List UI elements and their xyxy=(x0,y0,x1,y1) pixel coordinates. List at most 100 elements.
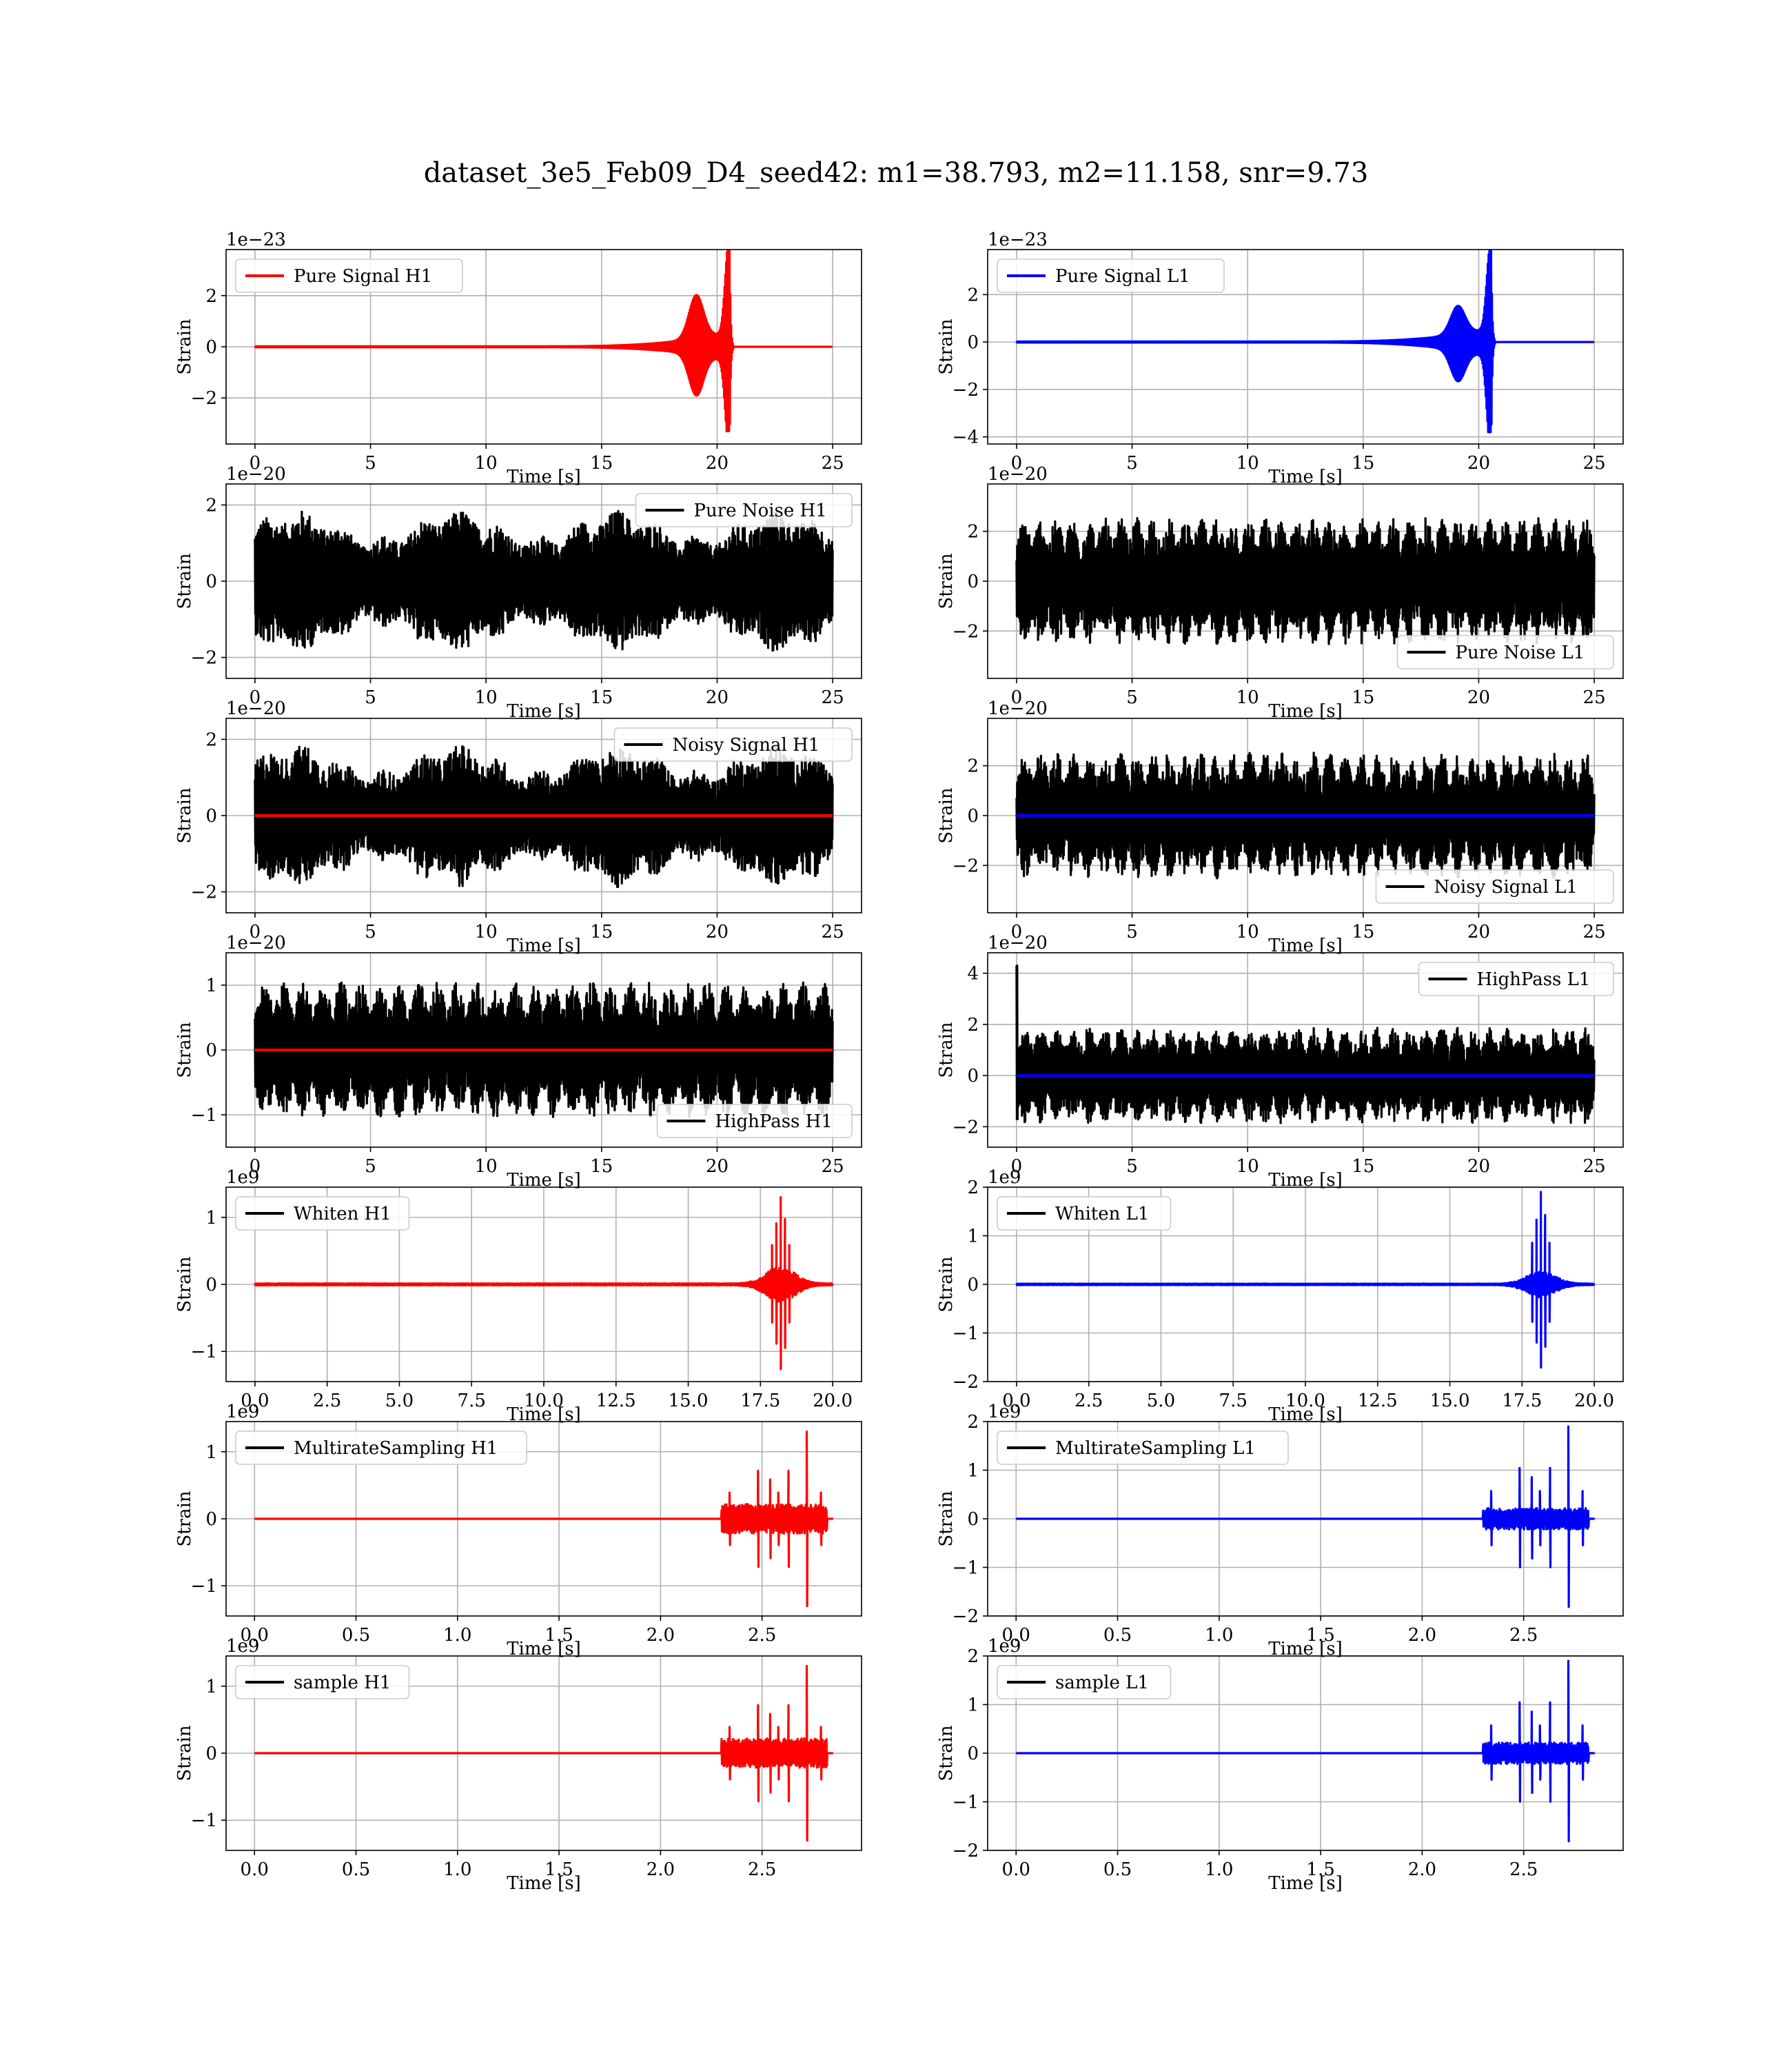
series-line-0 xyxy=(254,981,834,1118)
x-tick-label: 0 xyxy=(250,922,261,942)
series-line-0 xyxy=(1015,517,1596,645)
y-tick-label: 0 xyxy=(205,572,217,592)
x-axis-label: Time [s] xyxy=(1268,1873,1343,1894)
x-tick-label: 5 xyxy=(365,687,376,708)
x-tick-label: 20 xyxy=(1467,922,1490,942)
y-tick-label: 0 xyxy=(967,1744,979,1764)
x-tick-label: 20 xyxy=(1467,453,1490,474)
offset-label: 1e9 xyxy=(988,1402,1021,1422)
x-tick-label: 5 xyxy=(1126,453,1138,474)
x-tick-label: 10.0 xyxy=(1285,1391,1325,1411)
x-tick-label: 0.0 xyxy=(241,1391,269,1411)
legend-label: Noisy Signal H1 xyxy=(673,735,820,756)
legend: Whiten L1 xyxy=(997,1196,1172,1231)
x-tick-label: 5 xyxy=(365,453,376,474)
legend-box xyxy=(1418,962,1614,996)
legend: sample L1 xyxy=(997,1665,1172,1699)
legend-label: Pure Signal L1 xyxy=(1055,266,1190,287)
y-tick-label: 0 xyxy=(967,1509,979,1530)
legend-label: Pure Signal H1 xyxy=(294,266,432,287)
offset-label: 1e9 xyxy=(226,1167,259,1188)
y-axis-label: Strain xyxy=(936,319,957,375)
legend: Noisy Signal H1 xyxy=(613,727,853,762)
y-tick-label: 0 xyxy=(967,1066,979,1087)
series-line-0 xyxy=(1015,1659,1596,1843)
legend: Pure Noise H1 xyxy=(635,493,853,527)
legend: Pure Noise L1 xyxy=(1396,635,1614,669)
subplot-whiten-h1: 0.0 2.5 5.0 7.5 10.0 12.5 15.0 17.5 20.0−101Time… xyxy=(174,1167,862,1425)
x-tick-label: 15.0 xyxy=(1430,1391,1470,1411)
offset-label: 1e9 xyxy=(988,1636,1021,1657)
y-axis-label: Strain xyxy=(936,1491,957,1547)
x-tick-label: 0 xyxy=(1011,453,1023,474)
y-tick-label: −2 xyxy=(191,388,217,409)
x-tick-label: 1.0 xyxy=(1205,1859,1233,1880)
x-tick-label: 2.5 xyxy=(748,1859,776,1880)
y-tick-label: −2 xyxy=(191,882,217,903)
y-tick-label: −2 xyxy=(953,1841,979,1861)
y-tick-label: 0 xyxy=(205,1275,217,1295)
x-tick-label: 1.5 xyxy=(1306,1625,1334,1646)
x-tick-label: 1.5 xyxy=(544,1859,573,1880)
legend-box xyxy=(997,1665,1172,1699)
axes-frame xyxy=(987,952,1624,1148)
y-axis-label: Strain xyxy=(936,1256,957,1313)
series-line-0 xyxy=(254,745,834,889)
y-axis-label: Strain xyxy=(174,1022,195,1078)
legend: sample H1 xyxy=(235,1665,410,1699)
offset-label: 1e−20 xyxy=(988,698,1048,719)
x-tick-label: 15 xyxy=(1352,453,1374,474)
offset-label: 1e−20 xyxy=(226,933,286,953)
x-tick-label: 1.0 xyxy=(1205,1625,1233,1646)
y-tick-label: 2 xyxy=(967,1412,979,1433)
legend-box xyxy=(1375,869,1614,904)
y-tick-label: 0 xyxy=(205,1040,217,1061)
y-axis-label: Strain xyxy=(936,553,957,609)
series-line-0 xyxy=(1015,1425,1596,1608)
x-tick-label: 2.5 xyxy=(1075,1391,1103,1411)
x-tick-label: 2.5 xyxy=(1509,1625,1538,1646)
x-tick-label: 10 xyxy=(1236,1156,1259,1177)
x-tick-label: 0 xyxy=(1011,1156,1023,1177)
x-tick-label: 5 xyxy=(365,922,376,942)
x-tick-label: 2.5 xyxy=(748,1625,776,1646)
y-tick-label: −2 xyxy=(953,1117,979,1138)
x-tick-label: 7.5 xyxy=(1219,1391,1248,1411)
x-tick-label: 25 xyxy=(1583,453,1606,474)
y-axis-label: Strain xyxy=(174,1256,195,1313)
legend-box xyxy=(997,1196,1172,1231)
legend-label: Pure Noise L1 xyxy=(1456,643,1585,663)
legend-label: HighPass H1 xyxy=(715,1111,833,1132)
x-tick-label: 17.5 xyxy=(1502,1391,1542,1411)
x-tick-label: 0 xyxy=(250,453,261,474)
legend: MultirateSampling H1 xyxy=(235,1431,527,1465)
x-tick-label: 0.5 xyxy=(1103,1625,1132,1646)
y-tick-label: 1 xyxy=(967,1695,979,1716)
x-tick-label: 2.5 xyxy=(1509,1859,1538,1880)
x-tick-label: 20 xyxy=(706,1156,729,1177)
offset-label: 1e9 xyxy=(226,1636,259,1657)
x-tick-label: 0 xyxy=(1011,687,1023,708)
y-axis-label: Strain xyxy=(174,1725,195,1781)
y-tick-label: −1 xyxy=(191,1810,217,1831)
x-tick-label: 10 xyxy=(475,687,498,708)
x-tick-label: 2.0 xyxy=(646,1625,675,1646)
series-line-0 xyxy=(254,1431,834,1608)
x-tick-label: 25 xyxy=(822,922,844,942)
legend-box xyxy=(997,259,1225,293)
legend-box xyxy=(997,1431,1289,1465)
y-tick-label: −1 xyxy=(953,1558,979,1579)
y-tick-label: 0 xyxy=(967,332,979,353)
series-line-0 xyxy=(254,250,834,432)
x-tick-label: 0.5 xyxy=(342,1859,370,1880)
y-tick-label: 0 xyxy=(967,1275,979,1295)
y-tick-label: 0 xyxy=(205,806,217,827)
y-tick-label: 4 xyxy=(967,964,979,984)
